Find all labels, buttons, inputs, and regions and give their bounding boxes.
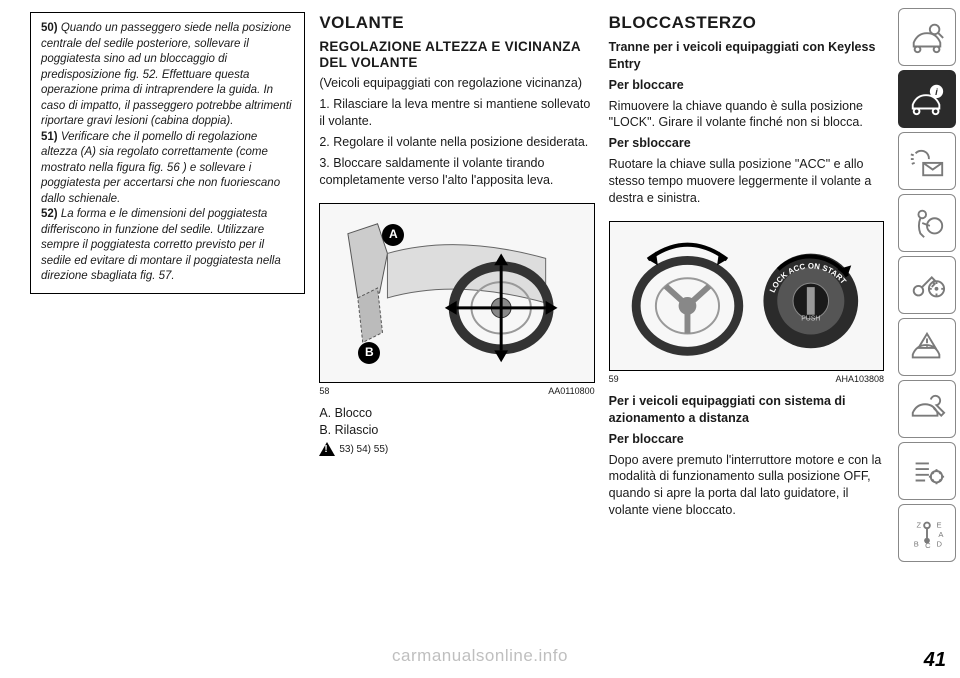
page-number: 41 (924, 649, 946, 672)
note-50: 50) Quando un passeggero siede nella pos… (41, 21, 294, 130)
car-search-icon[interactable] (898, 8, 956, 66)
figure-label-b: B (358, 342, 380, 364)
svg-text:E: E (937, 520, 942, 529)
unlock-text: Ruotare la chiave sulla posizione "ACC" … (609, 156, 884, 207)
light-mail-icon[interactable] (898, 132, 956, 190)
svg-text:i: i (935, 87, 938, 98)
warning-triangle-icon (319, 442, 335, 456)
step-2: 2. Regolare il volante nella posizione d… (319, 134, 594, 151)
car-warning-icon[interactable] (898, 318, 956, 376)
svg-text:D: D (937, 539, 943, 548)
figure-caption-row: 58 AA0110800 (319, 385, 594, 397)
figure-number: 58 (319, 385, 329, 397)
step-3: 3. Bloccare saldamente il volante tirand… (319, 155, 594, 189)
figure-number: 59 (609, 373, 619, 385)
note-number: 52) (41, 208, 58, 220)
column-1: 50) Quando un passeggero siede nella pos… (30, 12, 305, 668)
svg-text:Z: Z (917, 520, 922, 529)
svg-text:B: B (914, 539, 919, 548)
lock-text: Rimuovere la chiave quando è sulla posiz… (609, 98, 884, 132)
lock-heading: Per bloccare (609, 77, 884, 94)
subheading-remote: Per i veicoli equipaggiati con sistema d… (609, 393, 884, 427)
car-wrench-icon[interactable] (898, 380, 956, 438)
gearshift-icon[interactable]: Z E B D A C (898, 504, 956, 562)
figure-code: AA0110800 (548, 385, 594, 397)
intro-text: (Veicoli equipaggiati con regolazione vi… (319, 75, 594, 92)
figure-caption-row: 59 AHA103808 (609, 373, 884, 385)
manual-page: 50) Quando un passeggero siede nella pos… (0, 0, 960, 678)
ignition-illustration: LOCK ACC ON START PUSH (610, 222, 883, 370)
note-number: 50) (41, 22, 58, 34)
subsection-title: REGOLAZIONE ALTEZZA E VICINANZA DEL VOLA… (319, 39, 594, 71)
column-2: VOLANTE REGOLAZIONE ALTEZZA E VICINANZA … (319, 12, 594, 668)
note-text: Quando un passeggero siede nella posizio… (41, 22, 292, 127)
warning-notes-box: 50) Quando un passeggero siede nella pos… (30, 12, 305, 294)
note-number: 51) (41, 131, 58, 143)
svg-text:A: A (938, 530, 944, 539)
section-title-volante: VOLANTE (319, 12, 594, 35)
figure-code: AHA103808 (835, 373, 884, 385)
warning-numbers: 53) 54) 55) (339, 443, 388, 457)
step-1: 1. Rilasciare la leva mentre si mantiene… (319, 96, 594, 130)
car-info-icon[interactable]: i (898, 70, 956, 128)
legend-a: A. Blocco (319, 405, 594, 422)
legend-b: B. Rilascio (319, 422, 594, 439)
figure-59: LOCK ACC ON START PUSH (609, 221, 884, 371)
section-icon-rail: i Z E B D A C (894, 0, 960, 678)
lock2-text: Dopo avere premuto l'interruttore motore… (609, 452, 884, 520)
airbag-icon[interactable] (898, 194, 956, 252)
subheading-keyless: Tranne per i veicoli equipaggiati con Ke… (609, 39, 884, 73)
note-52: 52) La forma e le dimensioni del poggiat… (41, 207, 294, 285)
unlock-heading: Per sbloccare (609, 135, 884, 152)
figure-legend: A. Blocco B. Rilascio (319, 405, 594, 439)
note-51: 51) Verificare che il pomello di regolaz… (41, 130, 294, 208)
figure-label-a: A (382, 224, 404, 246)
push-label: PUSH (801, 315, 820, 322)
note-text: La forma e le dimensioni del poggiatesta… (41, 208, 281, 282)
figure-58: A B (319, 203, 594, 383)
note-text: Verificare che il pomello di regolazione… (41, 131, 280, 205)
warning-refs: 53) 54) 55) (319, 442, 594, 456)
key-wheel-icon[interactable] (898, 256, 956, 314)
content-columns: 50) Quando un passeggero siede nella pos… (0, 0, 894, 678)
list-gear-icon[interactable] (898, 442, 956, 500)
watermark-text: carmanualsonline.info (392, 646, 568, 666)
section-title-bloccasterzo: BLOCCASTERZO (609, 12, 884, 35)
column-3: BLOCCASTERZO Tranne per i veicoli equipa… (609, 12, 884, 668)
lock2-heading: Per bloccare (609, 431, 884, 448)
